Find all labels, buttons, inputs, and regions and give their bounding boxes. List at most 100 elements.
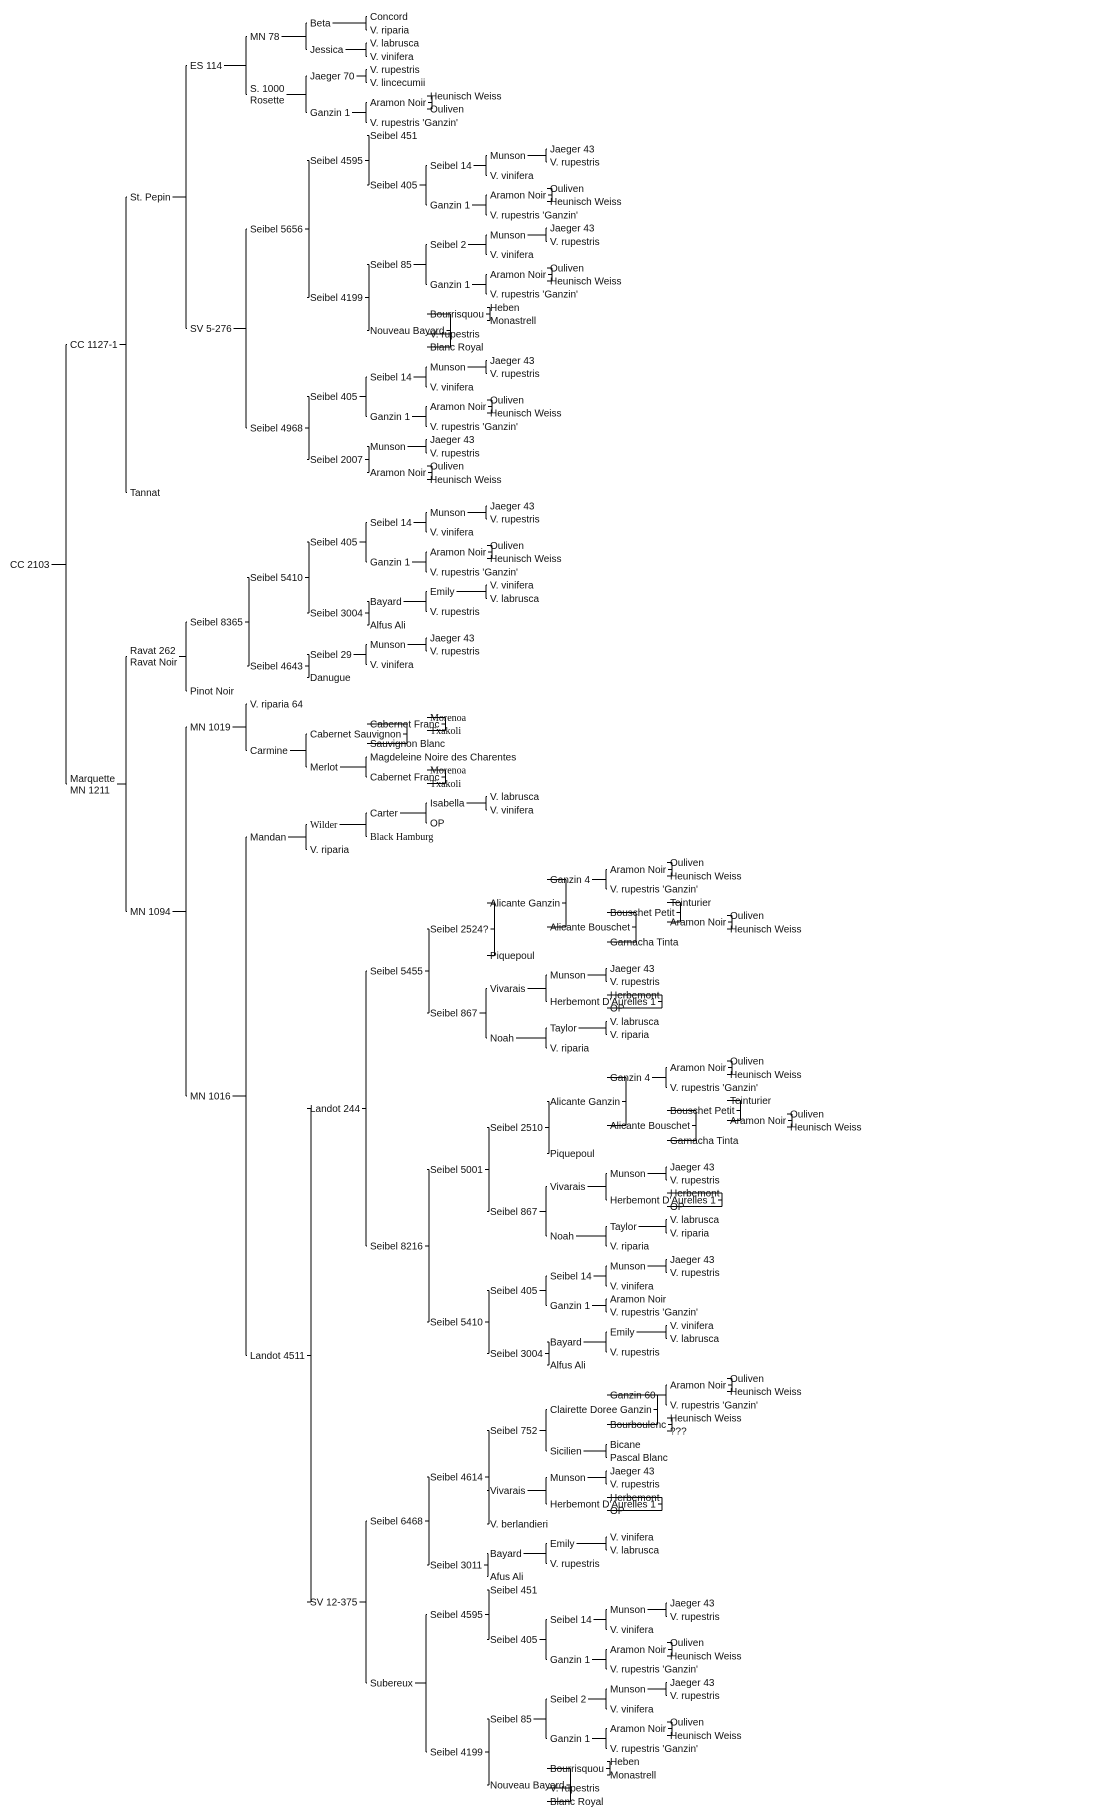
node-landot-4511: Landot 4511 — [250, 1351, 305, 1362]
node-nouveau-bayard: Nouveau Bayard — [370, 326, 445, 337]
node-vivarais: Vivarais — [490, 1486, 525, 1497]
node-heunisch-weiss: Heunisch Weiss — [430, 91, 502, 102]
node-aramon-noir: Aramon Noir — [730, 1116, 787, 1127]
node-blanc-royal: Blanc Royal — [430, 343, 483, 354]
node-cc-2103: CC 2103 — [10, 560, 50, 571]
node-ganzin-1: Ganzin 1 — [430, 201, 470, 212]
node-op: OP — [610, 1506, 625, 1517]
node-seibel-405: Seibel 405 — [310, 538, 358, 549]
node-bayard: Bayard — [550, 1337, 582, 1348]
node-tannat: Tannat — [130, 488, 160, 499]
node-ouliven: Ouliven — [550, 184, 584, 195]
node-txakoli: Txakoli — [430, 779, 461, 790]
node-beta: Beta — [310, 19, 331, 30]
node-jaeger-43: Jaeger 43 — [610, 964, 655, 975]
node-seibel-405: Seibel 405 — [490, 1635, 538, 1646]
node-clairette-doree-ganzin: Clairette Doree Ganzin — [550, 1405, 652, 1416]
node-sv-12-375: SV 12-375 — [310, 1598, 358, 1609]
node-munson: Munson — [370, 442, 406, 453]
node-heunisch-weiss: Heunisch Weiss — [790, 1123, 862, 1134]
node-v-vinifera: V. vinifera — [490, 250, 534, 261]
node-: ??? — [670, 1427, 687, 1438]
node-seibel-14: Seibel 14 — [430, 161, 472, 172]
node-seibel-4968: Seibel 4968 — [250, 424, 303, 435]
node-v-rupestris-ganzin: V. rupestris 'Ganzin' — [490, 290, 578, 301]
node-v-rupestris: V. rupestris — [670, 1176, 720, 1187]
node-v-vinifera: V. vinifera — [610, 1625, 654, 1636]
node-seibel-3004: Seibel 3004 — [490, 1349, 543, 1360]
node-txakoli: Txakoli — [430, 726, 461, 737]
node-cabernet-franc: Cabernet Franc — [370, 772, 439, 783]
node-ganzin-1: Ganzin 1 — [310, 108, 350, 119]
node-sauvignon-blanc: Sauvignon Blanc — [370, 739, 445, 750]
node-seibel-451: Seibel 451 — [370, 131, 418, 142]
node-jaeger-70: Jaeger 70 — [310, 72, 355, 83]
node-aramon-noir: Aramon Noir — [670, 918, 727, 929]
node-aramon-noir: Aramon Noir — [430, 402, 487, 413]
node-seibel-3004: Seibel 3004 — [310, 609, 363, 620]
node-bouschet-petit: Bouschet Petit — [670, 1106, 735, 1117]
node-pinot-noir: Pinot Noir — [190, 686, 235, 697]
node-ouliven: Ouliven — [670, 1718, 704, 1729]
node-v-riparia: V. riparia — [610, 1030, 650, 1041]
node-seibel-405: Seibel 405 — [490, 1286, 538, 1297]
node-bouschet-petit: Bouschet Petit — [610, 908, 675, 919]
node-v-rupestris: V. rupestris — [370, 65, 420, 76]
node-ouliven: Ouliven — [550, 263, 584, 274]
node-subereux: Subereux — [370, 1679, 413, 1690]
node-seibel-4595: Seibel 4595 — [430, 1610, 483, 1621]
node-wilder: Wilder — [310, 820, 338, 831]
node-v-rupestris: V. rupestris — [490, 369, 540, 380]
node-ganzin-1: Ganzin 1 — [370, 412, 410, 423]
node-herbemont: Herbemont — [670, 1189, 720, 1200]
node-v-rupestris: V. rupestris — [490, 514, 540, 525]
node-v-vinifera: V. vinifera — [430, 528, 474, 539]
node-seibel-5455: Seibel 5455 — [370, 967, 423, 978]
node-seibel-405: Seibel 405 — [370, 181, 418, 192]
node-heunisch-weiss: Heunisch Weiss — [490, 554, 562, 565]
node-aramon-noir: Aramon Noir — [610, 865, 667, 876]
node-jessica: Jessica — [310, 45, 344, 56]
node-munson: Munson — [550, 971, 586, 982]
node-seibel-5656: Seibel 5656 — [250, 224, 303, 235]
node-heunisch-weiss: Heunisch Weiss — [550, 197, 622, 208]
node-jaeger-43: Jaeger 43 — [430, 435, 475, 446]
node-cabernet-sauvignon: Cabernet Sauvignon — [310, 729, 401, 740]
node-alicante-bouschet: Alicante Bouschet — [610, 1121, 690, 1132]
node-op: OP — [610, 1004, 625, 1015]
node-seibel-4614: Seibel 4614 — [430, 1473, 483, 1484]
node-op: OP — [430, 819, 445, 830]
node-ouliven: Ouliven — [730, 1374, 764, 1385]
node-munson: Munson — [610, 1605, 646, 1616]
node-piquepoul: Piquepoul — [550, 1149, 594, 1160]
node-seibel-752: Seibel 752 — [490, 1426, 538, 1437]
node-v-rupestris: V. rupestris — [430, 329, 480, 340]
node-aramon-noir: Aramon Noir — [430, 548, 487, 559]
node-v-rupestris: V. rupestris — [670, 1612, 720, 1623]
node-carter: Carter — [370, 809, 398, 820]
node-seibel-8365: Seibel 8365 — [190, 617, 243, 628]
node-mandan: Mandan — [250, 833, 286, 844]
node-v-labrusca: V. labrusca — [610, 1546, 660, 1557]
node-v-labrusca: V. labrusca — [670, 1334, 720, 1345]
node-heunisch-weiss: Heunisch Weiss — [550, 277, 622, 288]
node-ouliven: Ouliven — [670, 858, 704, 869]
node-emily: Emily — [430, 587, 454, 598]
node-v-rupestris-ganzin: V. rupestris 'Ganzin' — [430, 422, 518, 433]
node-concord: Concord — [370, 12, 408, 23]
node-herbemont-d-aurelles-1: Herbemont D'Aurelles 1 — [550, 997, 656, 1008]
node-seibel-14: Seibel 14 — [550, 1271, 592, 1282]
node-morenoa: Morenoa — [430, 713, 467, 724]
node-op: OP — [670, 1202, 685, 1213]
node-merlot: Merlot — [310, 762, 338, 773]
node-herbemont-d-aurelles-1: Herbemont D'Aurelles 1 — [550, 1499, 656, 1510]
node-jaeger-43: Jaeger 43 — [670, 1678, 715, 1689]
node-seibel-5410: Seibel 5410 — [430, 1318, 483, 1329]
node-v-rupestris: V. rupestris — [670, 1691, 720, 1702]
node-jaeger-43: Jaeger 43 — [550, 144, 595, 155]
node-v-vinifera: V. vinifera — [370, 660, 414, 671]
node-seibel-4199: Seibel 4199 — [430, 1747, 483, 1758]
node-pascal-blanc: Pascal Blanc — [610, 1453, 668, 1464]
node-garnacha-tinta: Garnacha Tinta — [610, 938, 679, 949]
